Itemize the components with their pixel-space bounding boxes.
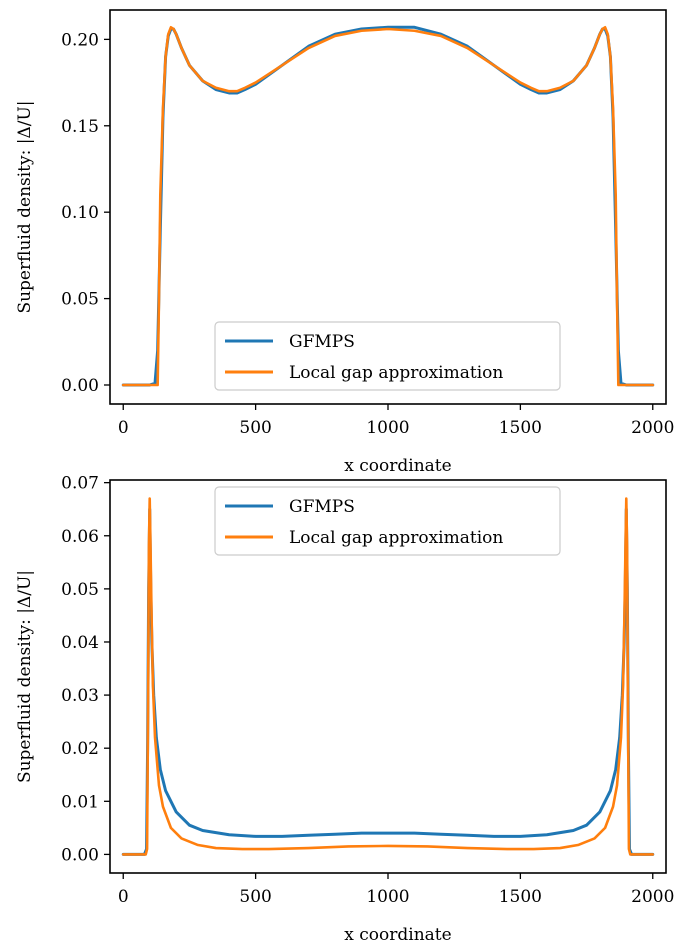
- y-tick-label: 0.03: [61, 686, 99, 706]
- x-tick-label: 1000: [366, 418, 409, 438]
- legend: GFMPS Local gap approximation: [214, 321, 561, 391]
- y-tick-label: 0.07: [61, 474, 99, 494]
- y-tick-label: 0.05: [61, 580, 99, 600]
- x-tick-label: 0: [118, 887, 129, 907]
- legend-box: [214, 486, 561, 556]
- series-line-local-gap: [121, 25, 655, 387]
- y-tick-label: 0.01: [61, 792, 99, 812]
- legend-label-local-gap: Local gap approximation: [289, 363, 503, 383]
- x-tick-label: 1000: [366, 887, 409, 907]
- legend-label-gfmps: GFMPS: [289, 332, 355, 352]
- legend-box: [214, 321, 561, 391]
- y-tick-label: 0.15: [61, 117, 99, 137]
- series-line-local-gap: [121, 497, 655, 856]
- y-tick-label: 0.10: [61, 203, 99, 223]
- legend: GFMPS Local gap approximation: [214, 486, 561, 556]
- y-tick-label: 0.06: [61, 527, 99, 547]
- legend-label-gfmps: GFMPS: [289, 497, 355, 517]
- x-axis-label: x coordinate: [344, 925, 451, 943]
- x-tick-label: 1500: [499, 887, 542, 907]
- x-tick-label: 2000: [631, 418, 674, 438]
- y-tick-label: 0.00: [61, 845, 99, 865]
- y-axis-label: Superfluid density: |Δ/U|: [15, 100, 35, 313]
- y-tick-label: 0.20: [61, 30, 99, 50]
- y-tick-label: 0.00: [61, 376, 99, 396]
- y-tick-label: 0.02: [61, 739, 99, 759]
- x-tick-label: 0: [118, 418, 129, 438]
- chart-1: 0 500 1000 1500 2000 0.00 0.05 0.10 0.15 0.20 x co…: [15, 9, 674, 476]
- x-tick-label: 2000: [631, 887, 674, 907]
- x-tick-label: 500: [239, 887, 271, 907]
- x-tick-label: 500: [239, 418, 271, 438]
- y-axis-label: Superfluid density: |Δ/U|: [15, 570, 35, 783]
- legend-label-local-gap: Local gap approximation: [289, 528, 503, 548]
- series-line-gfmps: [121, 507, 655, 856]
- x-axis-label: x coordinate: [344, 456, 451, 476]
- y-tick-label: 0.04: [61, 633, 99, 653]
- chart-2: 0 500 1000 1500 2000 0.00 0.01 0.02 0.03 0.04 0.05…: [15, 474, 674, 943]
- x-tick-label: 1500: [499, 418, 542, 438]
- y-tick-label: 0.05: [61, 290, 99, 310]
